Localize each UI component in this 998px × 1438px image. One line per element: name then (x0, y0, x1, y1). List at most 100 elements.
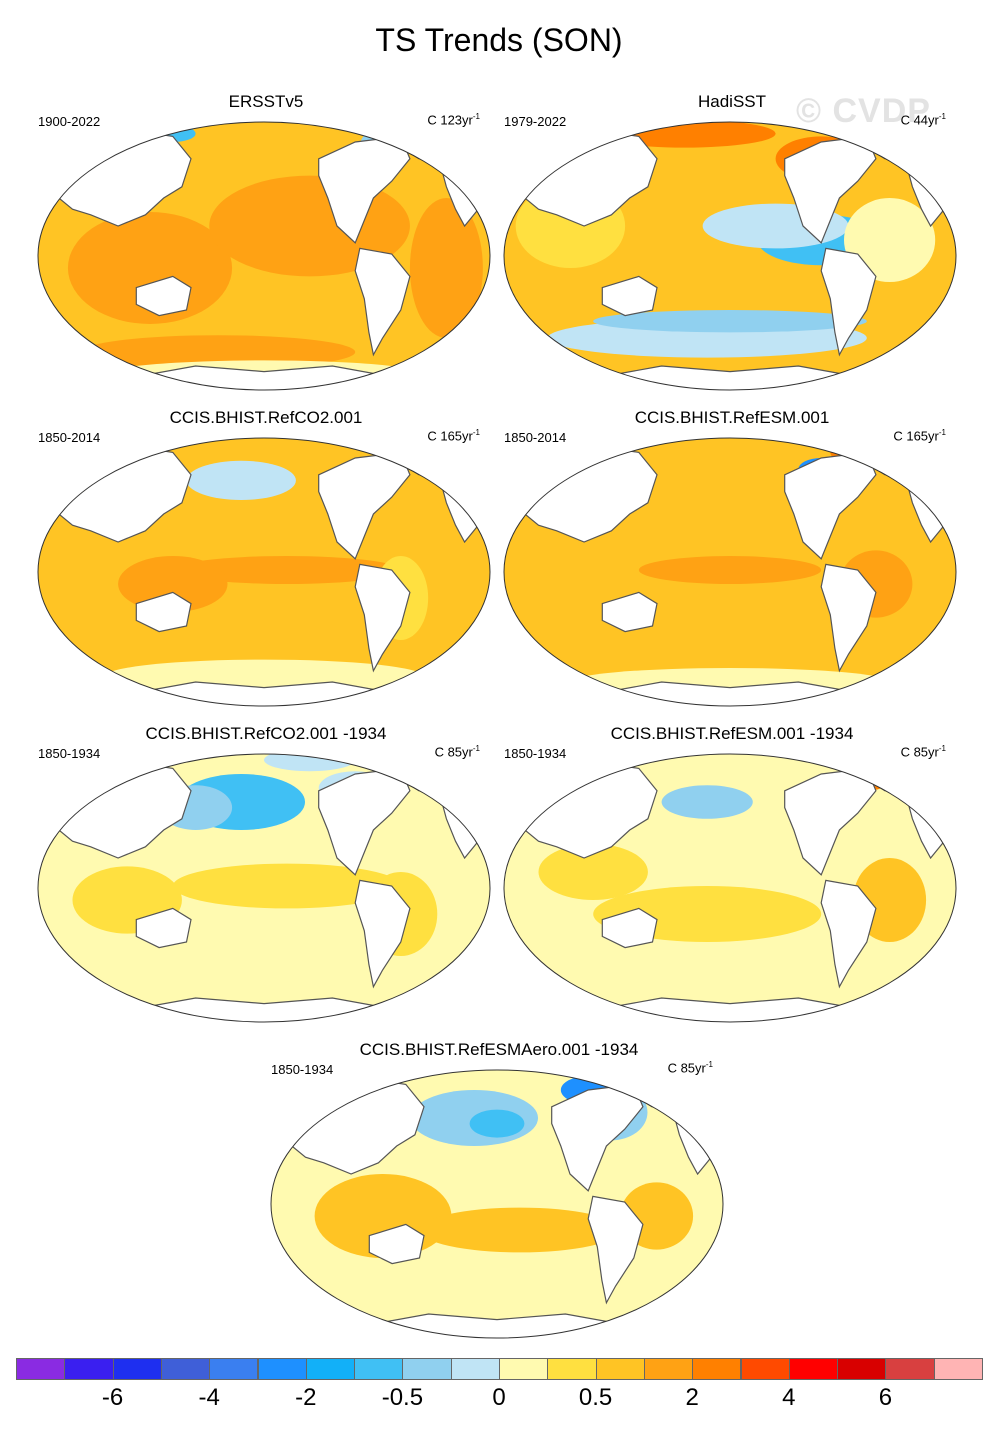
land-mass (601, 275, 658, 317)
land-mass (368, 1223, 425, 1265)
land-mass (354, 247, 411, 357)
colorbar-tick-label: -4 (198, 1384, 220, 1411)
world-map (37, 753, 491, 1023)
panel-units: C 123yr-1 (427, 112, 480, 128)
colorbar-swatch (450, 1358, 500, 1380)
world-map (37, 121, 491, 391)
map-panel: CCIS.BHIST.RefCO2.001 1850-2014 C 165yr-1 (36, 408, 496, 708)
map-outline (37, 753, 491, 1023)
trend-region (638, 556, 822, 584)
colorbar-swatch (692, 1358, 742, 1380)
panel-period: 1900-2022 (38, 114, 101, 129)
panel-period: 1850-1934 (38, 746, 101, 761)
colorbar-swatch (257, 1358, 307, 1380)
land-mass (820, 879, 877, 989)
colorbar-tick-label: 2 (685, 1384, 699, 1411)
colorbar-swatch (499, 1358, 549, 1380)
colorbar-swatch (595, 1358, 645, 1380)
panel-units: C 85yr-1 (900, 744, 946, 760)
colorbar-tick-label: 0.5 (578, 1384, 613, 1411)
map-outline (37, 437, 491, 707)
panel-units: C 165yr-1 (427, 428, 480, 444)
colorbar-swatch (933, 1358, 983, 1380)
figure-title: TS Trends (SON) (375, 22, 623, 58)
map-panel: CCIS.BHIST.RefCO2.001 -1934 1850-1934 C 85… (36, 724, 496, 1024)
colorbar-labels: -6 -4 -2 -0.5 0 0.5 2 4 6 (16, 1384, 982, 1414)
world-map (503, 121, 957, 391)
panel-period: 1979-2022 (504, 114, 567, 129)
panel-title: CCIS.BHIST.RefCO2.001 (169, 408, 363, 427)
colorbar-swatch (305, 1358, 356, 1380)
land-mass (135, 907, 192, 949)
map-outline (37, 121, 491, 391)
panel-units: C 44yr-1 (900, 112, 946, 128)
map-panel: ERSSTv5 1900-2022 C 123yr-1 (36, 92, 496, 392)
panel-title: CCIS.BHIST.RefESMAero.001 -1934 (359, 1040, 639, 1059)
land-mass (135, 275, 192, 317)
panel-title: CCIS.BHIST.RefESM.001 (634, 408, 830, 427)
world-map (270, 1069, 724, 1339)
colorbar-swatch (160, 1358, 211, 1380)
colorbar-swatch (402, 1358, 452, 1380)
trend-region (67, 212, 233, 324)
trend-region (469, 1109, 525, 1138)
colorbar-swatch (209, 1358, 259, 1380)
panel-period: 1850-2014 (504, 430, 567, 445)
colorbar-tick-label: -0.5 (381, 1384, 424, 1411)
land-mass (601, 907, 658, 949)
trend-region (264, 754, 356, 772)
land-mass (354, 563, 411, 673)
panel-title: CCIS.BHIST.RefCO2.001 -1934 (145, 724, 387, 743)
map-panel: CCIS.BHIST.RefESM.001 -1934 1850-1934 C 85… (502, 724, 962, 1024)
colorbar-swatch (837, 1358, 887, 1380)
trend-region (172, 863, 401, 909)
colorbar-swatch (112, 1358, 162, 1380)
map-panel: CCIS.BHIST.RefESMAero.001 -1934 1850-1934… (269, 1040, 729, 1340)
panel-title: ERSSTv5 (228, 92, 304, 111)
map-panel: HadiSST 1979-2022 C 44yr-1 (502, 92, 962, 392)
land-mass (820, 563, 877, 673)
cvdp-watermark: © CVDP (796, 92, 931, 130)
land-mass (354, 879, 411, 989)
land-mass (820, 247, 877, 357)
trend-region (118, 556, 228, 612)
panel-period: 1850-1934 (271, 1062, 334, 1077)
panel-title: HadiSST (697, 92, 767, 111)
trend-region (661, 785, 753, 819)
panel-title: CCIS.BHIST.RefESM.001 -1934 (610, 724, 854, 743)
colorbar-swatch (16, 1358, 66, 1380)
colorbar-tick-label: -2 (295, 1384, 317, 1411)
land-mass (135, 591, 192, 633)
panel-period: 1850-1934 (504, 746, 567, 761)
colorbar-tick-label: 4 (782, 1384, 796, 1411)
map-outline (503, 437, 957, 707)
world-map (503, 753, 957, 1023)
map-panel: CCIS.BHIST.RefESM.001 1850-2014 C 165yr-1 (502, 408, 962, 708)
colorbar-swatch (643, 1358, 694, 1380)
map-outline (503, 121, 957, 391)
colorbar-tick-label: 0 (492, 1384, 506, 1411)
panel-period: 1850-2014 (38, 430, 101, 445)
colorbar-swatch (64, 1358, 114, 1380)
colorbar-tick-label: 6 (878, 1384, 893, 1411)
colorbar-tick-label: -6 (101, 1384, 124, 1411)
trend-region (172, 556, 401, 584)
trend-region (409, 198, 483, 338)
trend-region (593, 310, 867, 333)
map-outline (270, 1069, 724, 1339)
trend-region (844, 198, 936, 282)
colorbar (16, 1358, 983, 1381)
map-outline (503, 753, 957, 1023)
trend-region (419, 1207, 621, 1253)
land-mass (587, 1195, 644, 1305)
colorbar-swatch (547, 1358, 597, 1380)
panel-units: C 85yr-1 (667, 1060, 713, 1076)
trend-region (538, 844, 648, 900)
panel-units: C 165yr-1 (893, 428, 946, 444)
trend-region (81, 335, 356, 369)
trend-region (186, 460, 296, 500)
land-mass (601, 591, 658, 633)
colorbar-swatch (740, 1358, 790, 1380)
colorbar-swatch (885, 1358, 935, 1380)
colorbar-swatch (354, 1358, 404, 1380)
